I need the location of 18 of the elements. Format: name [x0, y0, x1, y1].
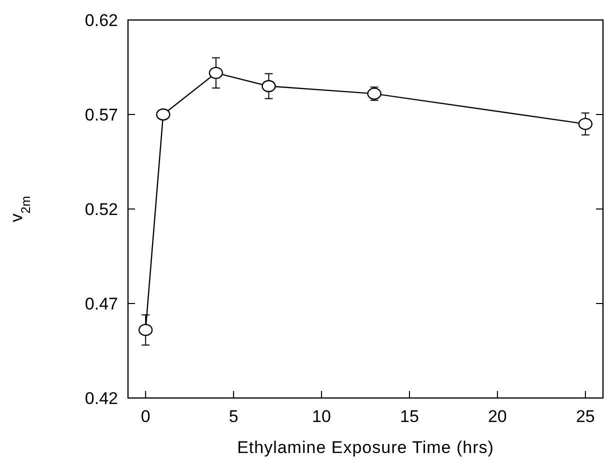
point	[578, 118, 593, 130]
point	[367, 88, 382, 100]
point	[208, 66, 224, 80]
x-tick-label: 20	[488, 407, 507, 426]
y-tick-label: 0.57	[84, 106, 118, 124]
x-tick-label: 10	[312, 407, 331, 426]
point	[138, 324, 153, 336]
y-tick-label: 0.47	[84, 294, 118, 314]
x-tick-label: 15	[400, 407, 419, 426]
x-axis-title: Ethylamine Exposure Time (hrs)	[237, 438, 494, 457]
x-tick-label: 0	[140, 407, 150, 426]
point	[262, 80, 276, 92]
y-tick-label: 0.52	[84, 200, 118, 219]
y-tick-label: 0.62	[84, 11, 118, 30]
y-tick-label: 0.42	[84, 389, 118, 408]
point	[156, 108, 170, 121]
x-tick-label: 5	[228, 407, 238, 426]
x-tick-label: 25	[576, 407, 595, 426]
